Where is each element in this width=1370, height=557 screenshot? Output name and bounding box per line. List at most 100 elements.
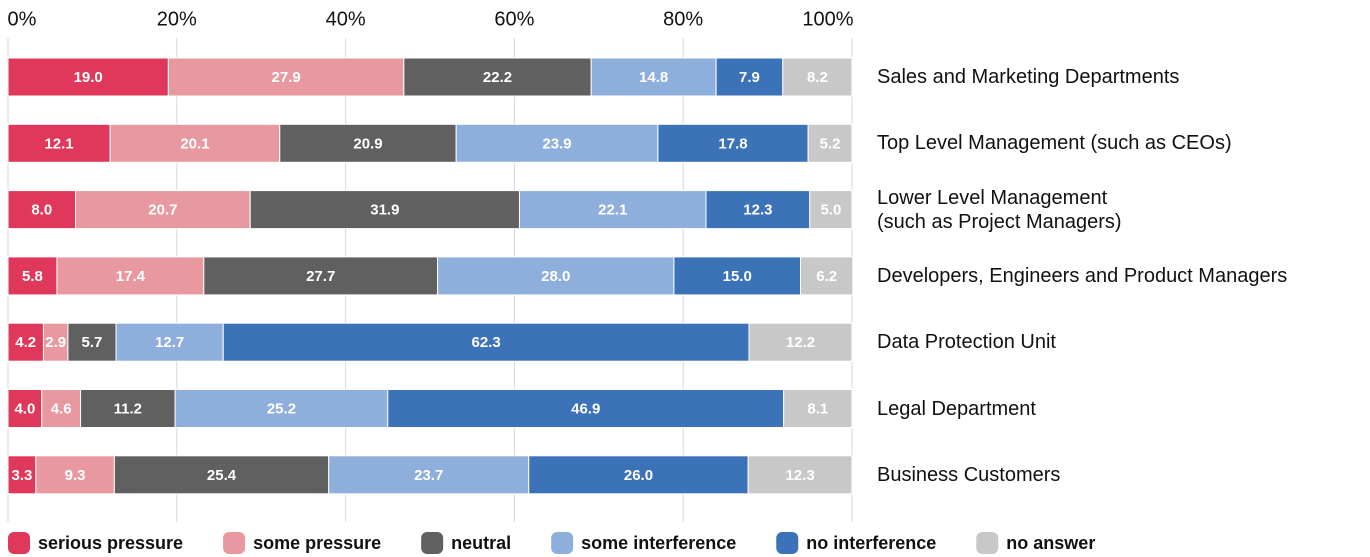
bar-segment [455,123,659,163]
legend-swatch [8,532,30,554]
value-label: 5.7 [82,334,103,351]
bar-segment [174,389,389,428]
value-label: 23.7 [414,467,443,484]
x-tick-label: 60% [494,8,534,30]
bar-segment [800,256,854,296]
value-label: 4.0 [14,400,35,417]
value-label: 27.9 [271,69,300,86]
bar-segment [809,190,853,230]
legend-label: some pressure [253,533,381,553]
bar-segment [715,57,784,97]
value-label: 4.2 [15,334,36,351]
category-label: Top Level Management (such as CEOs) [877,132,1232,155]
value-label: 28.0 [541,268,570,285]
value-label: 25.2 [267,400,296,417]
x-tick-label: 20% [157,8,197,30]
value-label: 8.1 [807,400,828,417]
bar-segment [673,256,802,296]
value-label: 17.4 [116,268,146,285]
category-label: Sales and Marketing Departments [877,66,1180,88]
value-label: 27.7 [306,268,335,285]
bar-segment [748,322,853,362]
bar-segment [7,190,77,230]
value-label: 19.0 [74,69,103,86]
x-tick-label: 100% [802,8,853,30]
x-tick-label: 80% [663,8,703,30]
value-label: 3.3 [11,467,32,484]
category-label: Legal Department [877,397,1036,420]
value-label: 23.9 [542,135,571,152]
value-label: 14.8 [639,69,668,86]
bar-segment [528,455,749,495]
legend-label: no answer [1006,533,1095,553]
legend-swatch [551,532,574,554]
bar-segment [328,455,530,495]
bar-segment [7,57,169,97]
bar-segment [7,322,44,362]
bar-segment [403,57,592,97]
legend-label: no interference [806,533,936,553]
value-label: 4.6 [51,400,72,417]
bar-segment [783,389,853,428]
bar-segment [203,256,439,296]
legend-swatch [976,532,999,554]
legend-label: neutral [451,533,511,553]
x-tick-label: 0% [8,8,37,30]
bar-segment [657,123,809,163]
value-label: 15.0 [723,268,752,285]
bar-segment [75,190,251,230]
bar-segment [80,389,176,428]
value-label: 20.1 [180,135,209,152]
bar-segment [7,123,111,163]
value-label: 5.0 [820,202,841,219]
category-label: Developers, Engineers and Product Manage… [877,264,1288,287]
legend-swatch [223,532,246,554]
value-label: 17.8 [718,135,747,152]
value-label: 6.2 [816,268,837,285]
value-label: 26.0 [624,467,653,484]
bar-segment [167,57,405,97]
category-label: Data Protection Unit [877,331,1056,354]
value-label: 62.3 [472,334,501,351]
bar-segment [705,190,811,230]
bar-segment [747,455,853,495]
value-label: 12.3 [743,202,772,219]
value-label: 7.9 [739,69,760,86]
value-label: 5.8 [22,268,43,285]
value-label: 9.3 [65,467,86,484]
value-label: 2.9 [45,334,66,351]
category-label: Lower Level Management (such as Project … [877,186,1122,233]
value-label: 25.4 [207,467,237,484]
value-label: 31.9 [370,202,399,219]
value-label: 11.2 [114,400,142,417]
bar-segment [7,256,58,296]
value-label: 12.3 [785,467,814,484]
value-label: 46.9 [571,400,600,417]
legend-label: serious pressure [38,533,183,553]
value-label: 8.2 [807,69,828,86]
bar-segment [437,256,675,296]
bar-segment [56,256,205,296]
bar-segment [279,123,457,163]
legend-swatch [421,532,444,554]
value-label: 5.2 [820,135,841,152]
legend-label: some interference [581,533,736,553]
bar-segment [590,57,717,97]
value-label: 20.9 [353,135,382,152]
value-label: 12.2 [786,334,815,351]
x-tick-label: 40% [326,8,366,30]
value-label: 12.1 [44,135,73,152]
bar-segment [807,123,853,163]
bar-segment [115,322,224,362]
bar-segment [42,322,69,362]
value-label: 22.2 [483,69,512,86]
value-label: 22.1 [598,202,627,219]
bar-segment [7,455,37,495]
value-label: 20.7 [148,202,177,219]
bar-segment [35,455,115,495]
category-label: Business Customers [877,463,1061,486]
legend-swatch [776,532,799,554]
bar-segment [249,190,520,230]
